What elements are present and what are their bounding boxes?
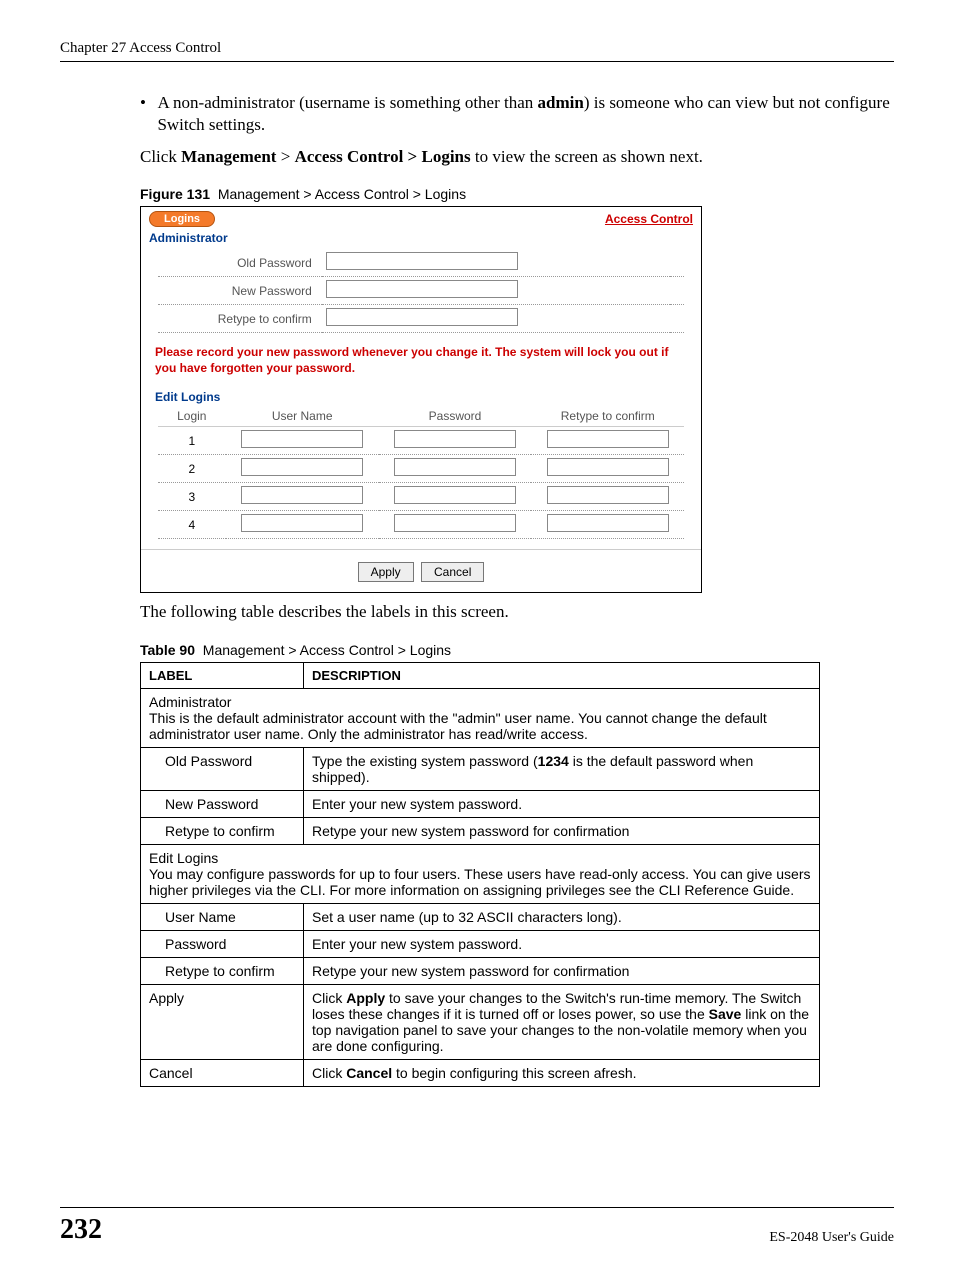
table-row: 4 (158, 511, 684, 539)
col-login: Login (158, 406, 226, 427)
username-input[interactable] (241, 514, 363, 532)
admin-section: Administrator This is the default admini… (141, 688, 820, 747)
cancel-lbl: Cancel (141, 1059, 304, 1086)
login-num: 1 (158, 427, 226, 455)
col-retype: Retype to confirm (531, 406, 684, 427)
after-figure-text: The following table describes the labels… (140, 601, 894, 623)
new-password-label: New Password (158, 277, 322, 305)
login-num: 3 (158, 483, 226, 511)
chapter-header: Chapter 27 Access Control (60, 40, 894, 62)
header-description: DESCRIPTION (304, 662, 820, 688)
guide-name: ES-2048 User's Guide (769, 1230, 894, 1246)
password-desc: Enter your new system password. (304, 930, 820, 957)
login-num: 4 (158, 511, 226, 539)
admin-body: This is the default administrator accoun… (149, 710, 767, 742)
description-table: LABEL DESCRIPTION Administrator This is … (140, 662, 820, 1087)
nav-b1: Management (181, 147, 276, 166)
admin-head: Administrator (149, 694, 231, 710)
table-caption: Table 90 Management > Access Control > L… (140, 642, 894, 658)
username-desc: Set a user name (up to 32 ASCII characte… (304, 903, 820, 930)
bullet-text-bold: admin (538, 93, 584, 112)
username-input[interactable] (241, 458, 363, 476)
apply-desc: Click Apply to save your changes to the … (304, 984, 820, 1059)
administrator-title: Administrator (141, 229, 701, 247)
old-password-desc: Type the existing system password (1234 … (304, 747, 820, 790)
administrator-table: Old Password New Password Retype to conf… (158, 249, 684, 333)
retype-input[interactable] (326, 308, 518, 326)
bullet-text-pre: A non-administrator (username is somethi… (157, 93, 537, 112)
username-input[interactable] (241, 486, 363, 504)
password-input[interactable] (394, 514, 516, 532)
nav-post: to view the screen as shown next. (471, 147, 703, 166)
new-password-desc: Enter your new system password. (304, 790, 820, 817)
nav-instruction: Click Management > Access Control > Logi… (140, 146, 894, 168)
new-password-input[interactable] (326, 280, 518, 298)
retype-lbl: Retype to confirm (141, 817, 304, 844)
table-caption-label: Table 90 (140, 642, 195, 658)
col-username: User Name (226, 406, 379, 427)
password-input[interactable] (394, 486, 516, 504)
col-password: Password (379, 406, 532, 427)
nav-b2: Access Control > Logins (295, 147, 471, 166)
table-caption-text: Management > Access Control > Logins (203, 642, 451, 658)
login-num: 2 (158, 455, 226, 483)
nav-pre: Click (140, 147, 181, 166)
nav-mid: > (276, 147, 294, 166)
old-password-label: Old Password (158, 249, 322, 277)
figure-caption: Figure 131 Management > Access Control >… (140, 186, 894, 202)
table-row: 1 (158, 427, 684, 455)
table-row: 3 (158, 483, 684, 511)
new-password-lbl: New Password (141, 790, 304, 817)
edit-head: Edit Logins (149, 850, 218, 866)
username-lbl: User Name (141, 903, 304, 930)
figure-caption-text: Management > Access Control > Logins (218, 186, 466, 202)
edit-logins-section: Edit Logins You may configure passwords … (141, 844, 820, 903)
bullet-item: • A non-administrator (username is somet… (140, 92, 894, 136)
retype-input[interactable] (547, 486, 669, 504)
retype-input[interactable] (547, 458, 669, 476)
edit-logins-title: Edit Logins (141, 380, 701, 406)
retype2-lbl: Retype to confirm (141, 957, 304, 984)
edit-body: You may configure passwords for up to fo… (149, 866, 810, 898)
button-row: Apply Cancel (141, 549, 701, 592)
figure-screenshot: Logins Access Control Administrator Old … (140, 206, 702, 593)
password-input[interactable] (394, 458, 516, 476)
retype2-desc: Retype your new system password for conf… (304, 957, 820, 984)
cancel-button[interactable]: Cancel (421, 562, 484, 582)
header-label: LABEL (141, 662, 304, 688)
retype-input[interactable] (547, 514, 669, 532)
figure-caption-label: Figure 131 (140, 186, 210, 202)
password-input[interactable] (394, 430, 516, 448)
password-warning: Please record your new password whenever… (141, 339, 701, 380)
edit-logins-table: Login User Name Password Retype to confi… (158, 406, 684, 539)
password-lbl: Password (141, 930, 304, 957)
old-password-lbl: Old Password (141, 747, 304, 790)
apply-button[interactable]: Apply (358, 562, 414, 582)
page-number: 232 (60, 1214, 102, 1246)
cancel-desc: Click Cancel to begin configuring this s… (304, 1059, 820, 1086)
retype-label: Retype to confirm (158, 305, 322, 333)
logins-tab[interactable]: Logins (149, 211, 215, 227)
username-input[interactable] (241, 430, 363, 448)
old-password-input[interactable] (326, 252, 518, 270)
bullet-dot: • (140, 92, 157, 136)
page-footer: 232 ES-2048 User's Guide (60, 1207, 894, 1246)
access-control-link[interactable]: Access Control (605, 212, 693, 226)
retype-desc: Retype your new system password for conf… (304, 817, 820, 844)
table-row: 2 (158, 455, 684, 483)
apply-lbl: Apply (141, 984, 304, 1059)
retype-input[interactable] (547, 430, 669, 448)
